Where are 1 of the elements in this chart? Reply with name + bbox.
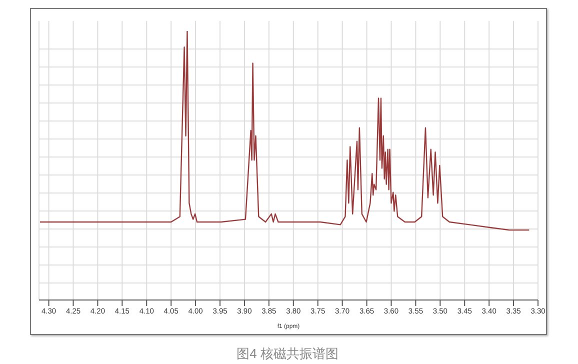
text: 图4 核磁共振谱图 — [236, 345, 340, 363]
